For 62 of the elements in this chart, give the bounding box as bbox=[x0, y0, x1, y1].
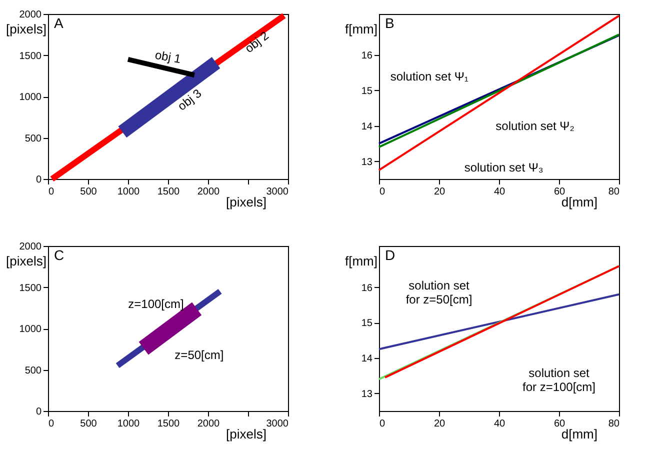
y-axis-title: f[mm] bbox=[345, 22, 378, 36]
y-tick-label: 500 bbox=[24, 133, 42, 144]
x-axis-title: [pixels] bbox=[226, 426, 266, 442]
x-axis-title: [pixels] bbox=[226, 194, 266, 210]
x-tick-label: 40 bbox=[494, 418, 506, 430]
x-tick-label: 80 bbox=[608, 418, 620, 430]
chart-title: B bbox=[385, 15, 394, 31]
x-tick-label: 0 bbox=[48, 418, 54, 430]
x-tick-label: 40 bbox=[494, 186, 506, 198]
y-tick-label: 13 bbox=[361, 388, 373, 400]
y-axis-title: [pixels] bbox=[6, 254, 46, 268]
y-tick-label: 14 bbox=[361, 121, 373, 132]
x-tick-label: 20 bbox=[434, 418, 446, 430]
x-tick-label: 3000 bbox=[266, 186, 289, 198]
y-tick-label: 14 bbox=[361, 354, 373, 364]
x-tick-label: 500 bbox=[80, 418, 98, 430]
x-axis-title: d[mm] bbox=[561, 194, 598, 210]
annotation: z=50[cm] bbox=[174, 348, 224, 362]
y-tick-label: 1500 bbox=[19, 50, 42, 62]
y-tick-label: 13 bbox=[361, 156, 373, 168]
chart-title: A bbox=[54, 15, 64, 31]
annotation: obj 1 bbox=[154, 48, 182, 66]
annotation: solution set for z=100[cm] bbox=[522, 366, 596, 394]
x-tick-label: 80 bbox=[608, 186, 620, 198]
y-tick-label: 16 bbox=[361, 282, 373, 294]
y-tick-label: 16 bbox=[361, 50, 373, 62]
x-tick-label: 0 bbox=[48, 186, 54, 198]
x-tick-label: 1500 bbox=[157, 418, 180, 430]
annotation: solution set Ψ₁ bbox=[390, 70, 468, 84]
annotation: obj 2 bbox=[242, 28, 272, 56]
y-tick-label: 500 bbox=[24, 365, 42, 376]
y-tick-label: 2000 bbox=[19, 242, 42, 252]
y-axis-title: [pixels] bbox=[6, 22, 46, 36]
x-tick-label: 20 bbox=[434, 186, 446, 198]
annotation: solution set Ψ₂ bbox=[496, 119, 575, 134]
x-tick-label: 500 bbox=[80, 186, 98, 198]
y-tick-label: 0 bbox=[36, 174, 42, 186]
y-axis-title: f[mm] bbox=[345, 254, 378, 268]
chart-title: C bbox=[54, 247, 64, 263]
annotation: obj 3 bbox=[175, 86, 204, 114]
x-tick-label: 60 bbox=[554, 418, 566, 430]
x-tick-label: 60 bbox=[554, 186, 566, 198]
y-tick-label: 0 bbox=[36, 406, 42, 418]
y-tick-label: 15 bbox=[361, 86, 373, 97]
y-tick-label: 2000 bbox=[19, 10, 42, 20]
y-tick-label: 1500 bbox=[19, 282, 42, 294]
x-axis-title: d[mm] bbox=[561, 426, 598, 442]
x-tick-label: 0 bbox=[380, 418, 386, 430]
x-tick-label: 2000 bbox=[197, 418, 220, 430]
x-tick-label: 1000 bbox=[117, 186, 140, 198]
x-tick-label: 2000 bbox=[197, 186, 220, 198]
annotation: solution set for z=50[cm] bbox=[406, 278, 472, 307]
y-tick-label: 1000 bbox=[19, 92, 42, 103]
annotation: solution set Ψ₃ bbox=[464, 160, 544, 174]
chart-title: D bbox=[385, 247, 396, 263]
x-tick-label: 1500 bbox=[157, 186, 180, 198]
y-tick-label: 15 bbox=[361, 318, 373, 330]
x-tick-label: 1000 bbox=[117, 418, 140, 430]
x-tick-label: 0 bbox=[380, 186, 386, 198]
annotation: z=100[cm] bbox=[128, 296, 184, 311]
y-tick-label: 1000 bbox=[19, 324, 42, 335]
x-tick-label: 3000 bbox=[266, 418, 289, 430]
